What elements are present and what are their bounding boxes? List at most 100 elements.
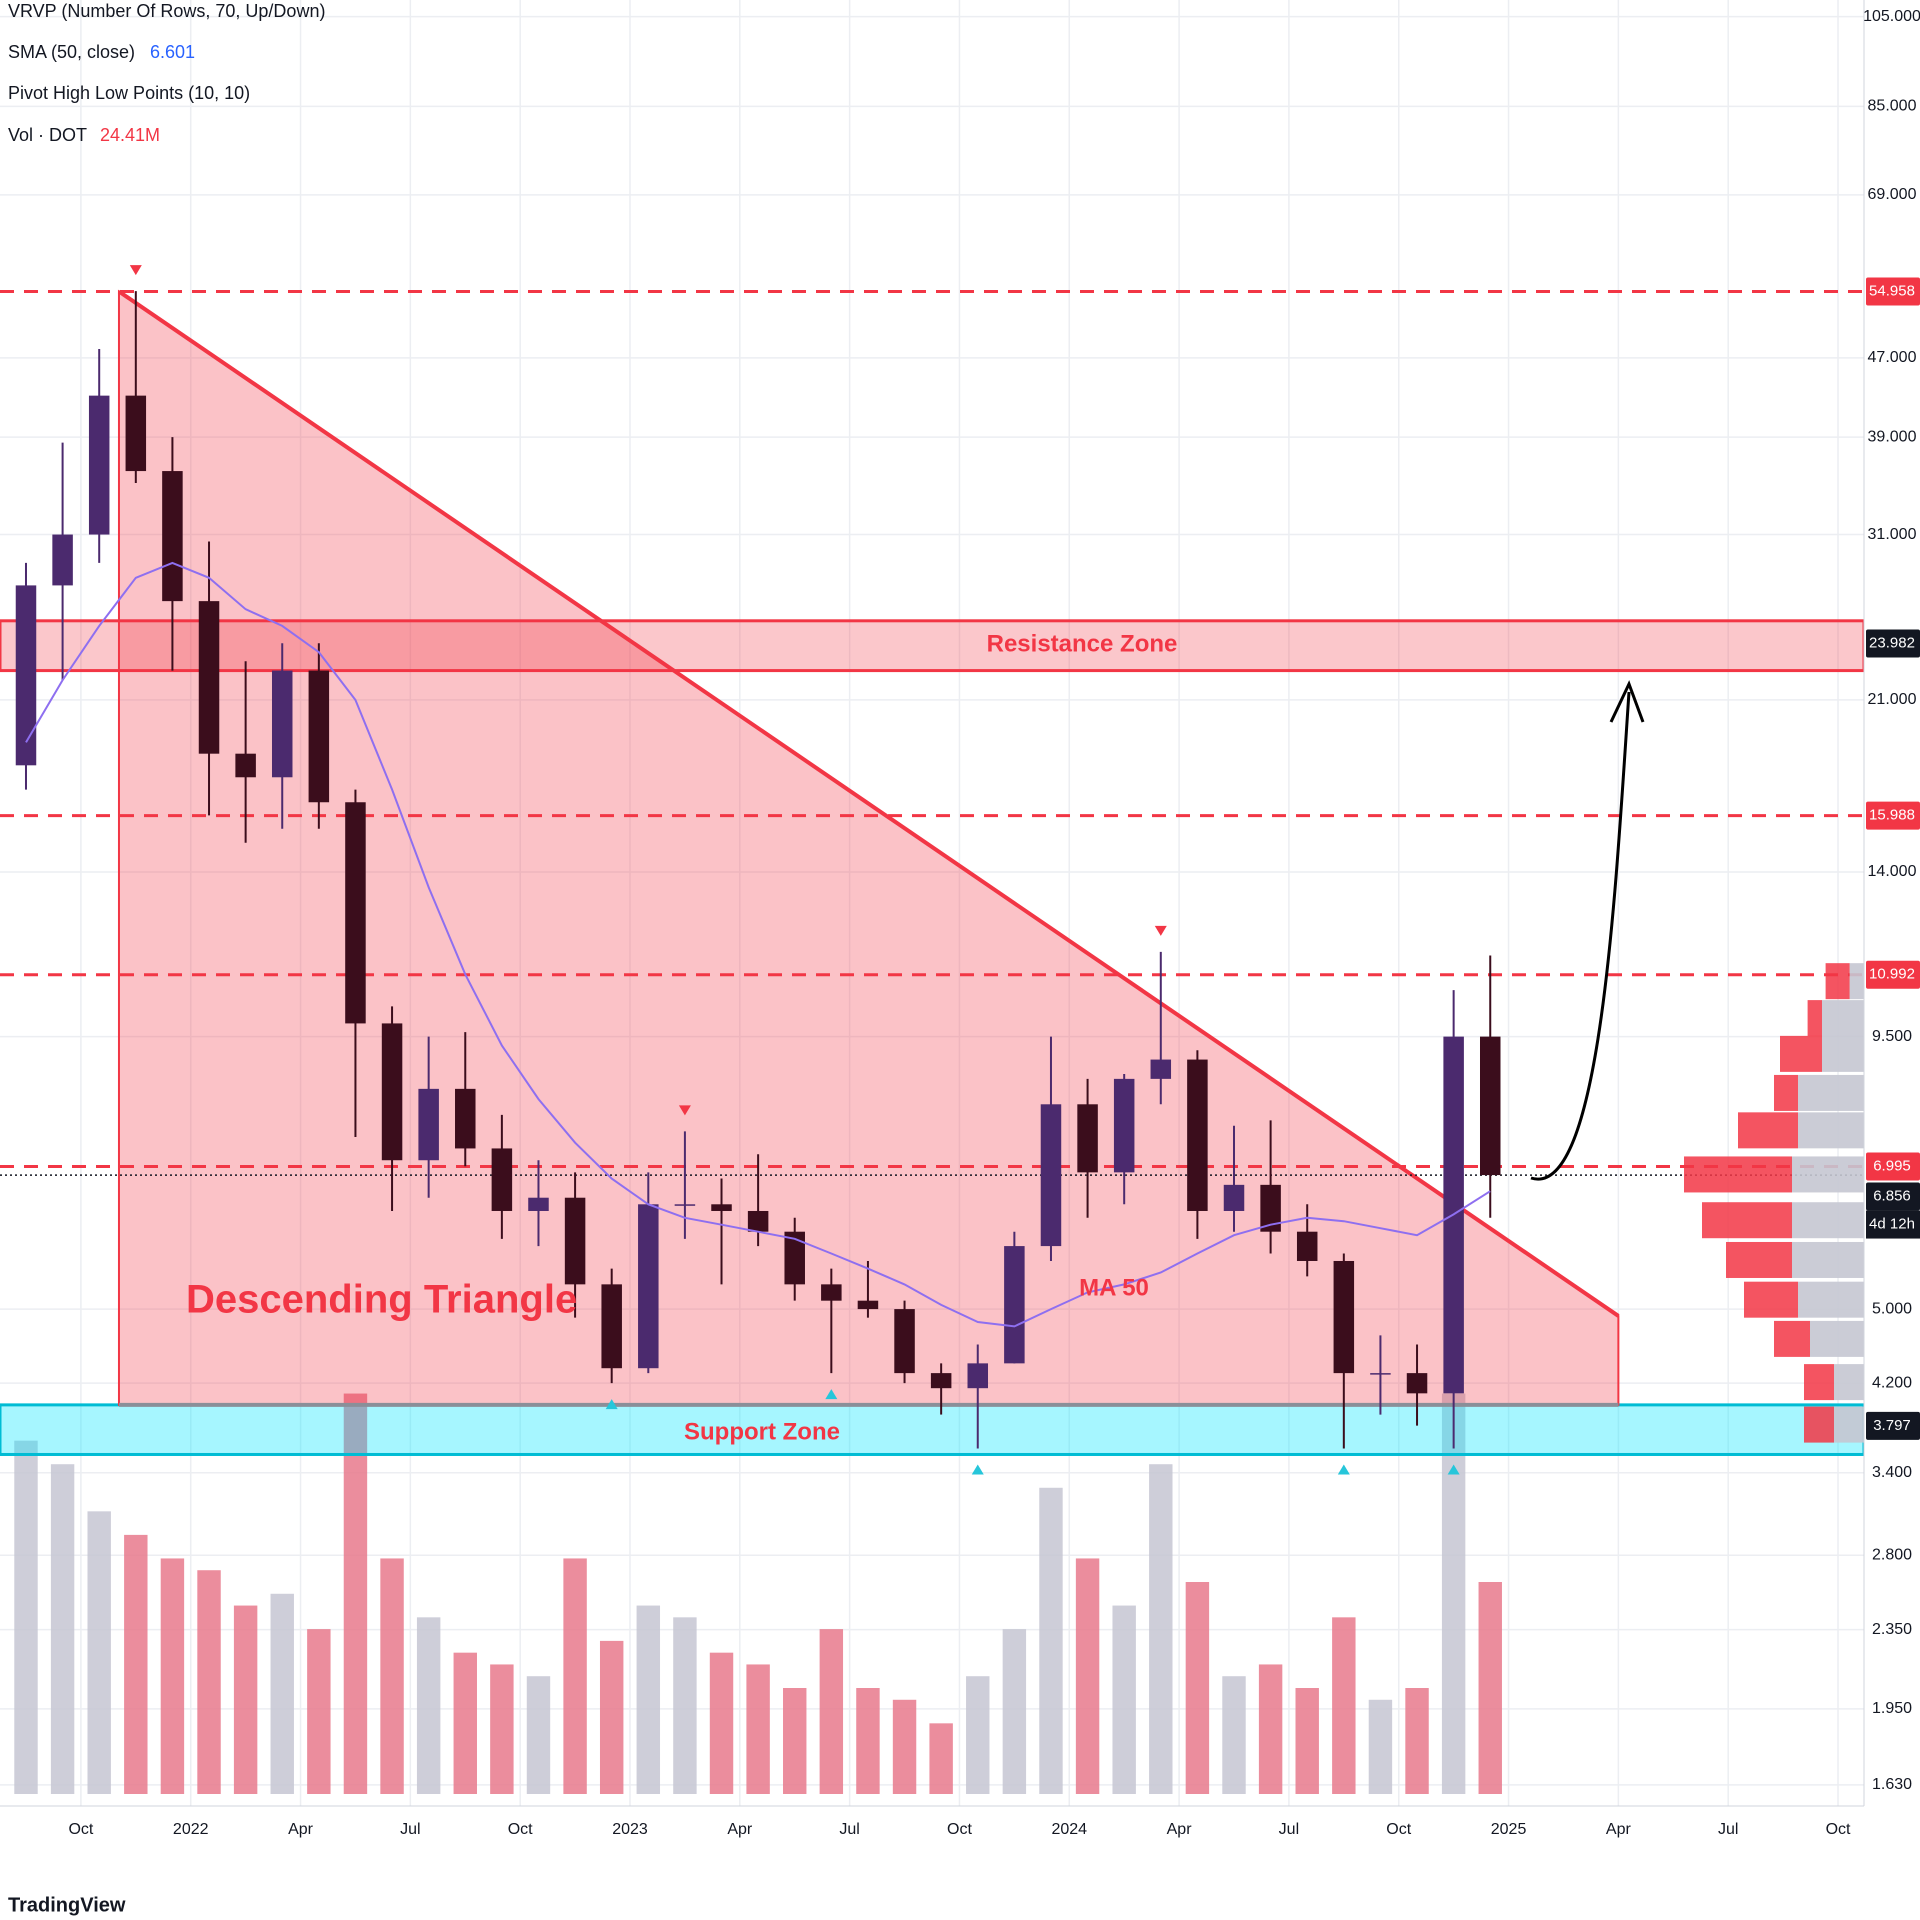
profile-up: [1792, 1156, 1864, 1193]
legend-sma: SMA (50, close): [8, 42, 135, 62]
profile-up: [1834, 1364, 1864, 1401]
profile-down: [1780, 1035, 1822, 1072]
profile-up: [1849, 963, 1864, 1000]
profile-up: [1810, 1320, 1864, 1357]
pivot-high: [129, 265, 142, 276]
candle-body: [1113, 1078, 1135, 1173]
y-tick-label: 14.000: [1868, 863, 1917, 880]
volume-bar: [1112, 1605, 1136, 1794]
x-tick-label: Jul: [1279, 1821, 1299, 1838]
volume-bar: [1039, 1487, 1063, 1794]
x-tick-label: Oct: [508, 1821, 533, 1838]
x-tick-label: Apr: [1167, 1821, 1193, 1838]
x-tick-label: Jul: [839, 1821, 859, 1838]
candle-body: [894, 1309, 915, 1374]
candle-body: [821, 1284, 842, 1301]
pivot-low: [605, 1399, 618, 1410]
pivot-high: [678, 1105, 691, 1116]
candle-body: [857, 1300, 879, 1310]
candle-body: [638, 1204, 659, 1369]
price-tag: [1866, 277, 1920, 306]
price-tag-label: 10.992: [1869, 966, 1915, 983]
candle-body: [1004, 1246, 1025, 1364]
volume-bar: [1405, 1688, 1429, 1794]
volume-bar: [50, 1464, 75, 1794]
price-tag: [1866, 1182, 1920, 1211]
price-tag: [1866, 960, 1920, 989]
volume-bar: [1368, 1699, 1393, 1794]
candle-body: [747, 1210, 769, 1232]
candle-body: [381, 1023, 403, 1161]
ma-label: MA 50: [1079, 1274, 1149, 1301]
price-tag: [1866, 1411, 1920, 1440]
volume-bar: [490, 1664, 514, 1794]
candle-body: [1187, 1059, 1208, 1211]
pivot-low: [1337, 1464, 1350, 1475]
candle-body: [564, 1197, 586, 1285]
triangle-hypotenuse: [117, 289, 1620, 1318]
volume-bar: [1222, 1676, 1246, 1794]
x-tick-label: Apr: [288, 1821, 314, 1838]
x-tick-label: Jul: [400, 1821, 420, 1838]
price-tag: [1866, 801, 1920, 830]
profile-down: [1744, 1281, 1798, 1318]
volume-bar: [1258, 1664, 1283, 1794]
volume-bar: [1478, 1582, 1502, 1794]
profile-up: [1822, 1035, 1864, 1072]
volume-bar: [929, 1723, 953, 1794]
volume-bar: [636, 1605, 661, 1794]
volume-bar: [709, 1652, 734, 1794]
x-tick-label: 2024: [1051, 1821, 1087, 1838]
price-tag-label: 6.856: [1873, 1188, 1911, 1205]
y-tick-label: 39.000: [1868, 428, 1917, 445]
legend-volume: Vol · DOT: [8, 125, 87, 145]
volume-bar: [1002, 1629, 1027, 1794]
price-tag-label: 23.982: [1869, 634, 1915, 651]
back-layer: [0, 0, 1866, 1806]
candle-body: [455, 1088, 476, 1149]
candle-body: [1040, 1104, 1062, 1247]
legend-pivots: Pivot High Low Points (10, 10): [8, 83, 250, 103]
x-tick-label: 2025: [1491, 1821, 1527, 1838]
candle-body: [930, 1373, 952, 1389]
volume-bar: [746, 1664, 770, 1794]
price-tag-label: 54.958: [1869, 282, 1915, 299]
volume-bar: [1332, 1617, 1356, 1794]
candle-body: [271, 670, 293, 778]
volume-bar: [673, 1617, 697, 1794]
candle-body: [711, 1204, 732, 1211]
volume-bar: [966, 1676, 990, 1794]
candle-body: [528, 1197, 549, 1211]
pivot-low: [1447, 1464, 1460, 1475]
volume-bar: [233, 1605, 258, 1794]
price-tag-label: 3.797: [1873, 1417, 1911, 1434]
legend-volume-value: 24.41M: [100, 125, 160, 145]
price-tag-label: 15.988: [1869, 807, 1915, 824]
pattern-label: Descending Triangle: [186, 1278, 577, 1322]
profile-down: [1804, 1364, 1834, 1401]
candle-body: [15, 585, 37, 766]
volume-bar: [1149, 1464, 1173, 1794]
volume-bar: [307, 1629, 331, 1794]
candle-body: [674, 1204, 696, 1206]
profile-down: [1738, 1112, 1798, 1149]
volume-bar: [819, 1629, 844, 1794]
support-zone: [0, 1403, 1866, 1456]
candle-body: [1150, 1059, 1172, 1079]
x-tick-label: Oct: [68, 1821, 93, 1838]
volume-bar: [1185, 1582, 1210, 1794]
candle-body: [345, 802, 366, 1024]
sma-line: [25, 561, 1491, 1328]
y-tick-label: 47.000: [1868, 349, 1917, 366]
legend-sma-value: 6.601: [150, 42, 195, 62]
pivot-low: [971, 1464, 984, 1475]
candle-body: [52, 534, 73, 586]
volume-bar: [197, 1570, 221, 1794]
time-axis: [0, 1806, 1864, 1920]
mid-layer: [0, 265, 1864, 1475]
profile-up: [1798, 1112, 1864, 1149]
candle-body: [1479, 1036, 1501, 1176]
candle-body: [235, 753, 256, 778]
profile-down: [1804, 1406, 1834, 1443]
